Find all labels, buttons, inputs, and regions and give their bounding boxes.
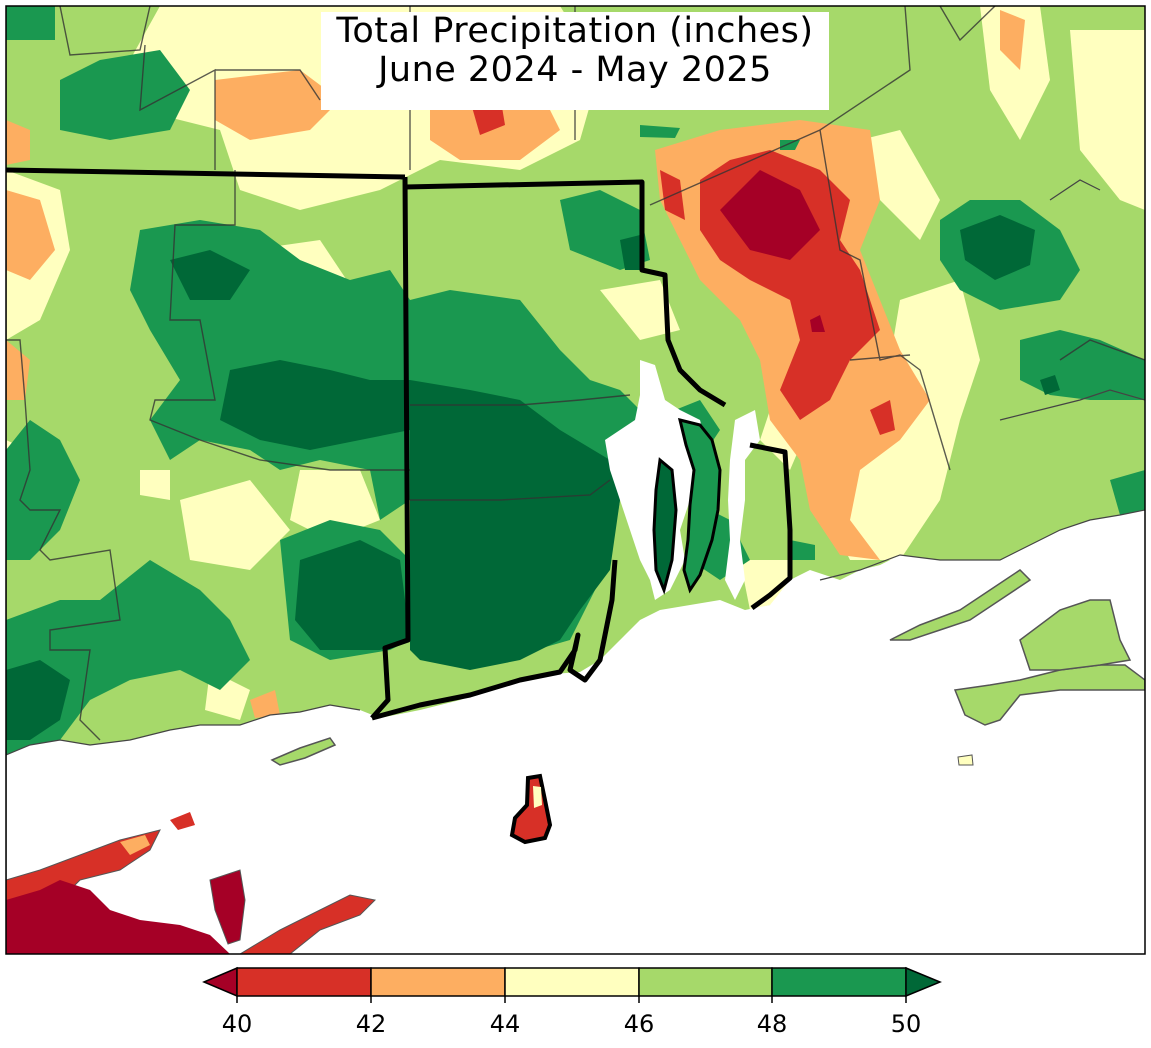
fishers-island xyxy=(270,737,337,766)
marthas-vineyard xyxy=(953,664,1145,726)
colorbar-ticks xyxy=(236,996,907,1003)
aquidneck-island xyxy=(677,417,722,594)
marthas-vineyard-north xyxy=(1019,599,1132,671)
county-boundaries xyxy=(6,6,1145,954)
map-title-line2: June 2024 - May 2025 xyxy=(378,50,772,90)
nantucket-sound-isle xyxy=(957,754,974,766)
elizabeth-islands xyxy=(889,569,1032,641)
block-island xyxy=(509,773,553,845)
colorbar-extend-high xyxy=(905,966,942,998)
conanicut-island xyxy=(652,457,678,595)
sakonnet-river xyxy=(725,410,760,600)
long-island xyxy=(6,812,377,954)
coastline xyxy=(6,179,1145,756)
colorbar-tick-label: 48 xyxy=(756,1010,788,1038)
colorbar-bin-40-42 xyxy=(236,967,372,997)
colorbar xyxy=(202,966,942,1003)
map-title-line1: Total Precipitation (inches) xyxy=(336,11,814,51)
colorbar-tick-label: 40 xyxy=(221,1010,253,1038)
zone-above-50 xyxy=(6,215,1060,740)
colorbar-bin-42-44 xyxy=(370,967,506,997)
ocean xyxy=(6,510,1145,954)
ri-south-coast xyxy=(371,559,618,721)
colorbar-bin-44-46 xyxy=(504,967,640,997)
ct-ma-border xyxy=(6,167,406,180)
colorbar-tick-label: 42 xyxy=(355,1010,387,1038)
zone-below-40 xyxy=(720,170,825,332)
colorbar-tick-label: 50 xyxy=(890,1010,922,1038)
ri-ma-border-east xyxy=(749,442,793,611)
state-boundaries xyxy=(6,167,793,721)
map-title: Total Precipitation (inches) June 2024 -… xyxy=(321,12,829,110)
colorbar-bin-48-50 xyxy=(771,967,907,997)
colorbar-tick-label: 44 xyxy=(489,1010,521,1038)
map-frame xyxy=(5,5,1146,955)
ri-ma-border-north xyxy=(404,179,727,408)
ct-ri-border xyxy=(370,176,411,720)
colorbar-tick-label: 46 xyxy=(623,1010,655,1038)
colorbar-bin-46-48 xyxy=(638,967,773,997)
colorbar-extend-low xyxy=(202,966,238,998)
